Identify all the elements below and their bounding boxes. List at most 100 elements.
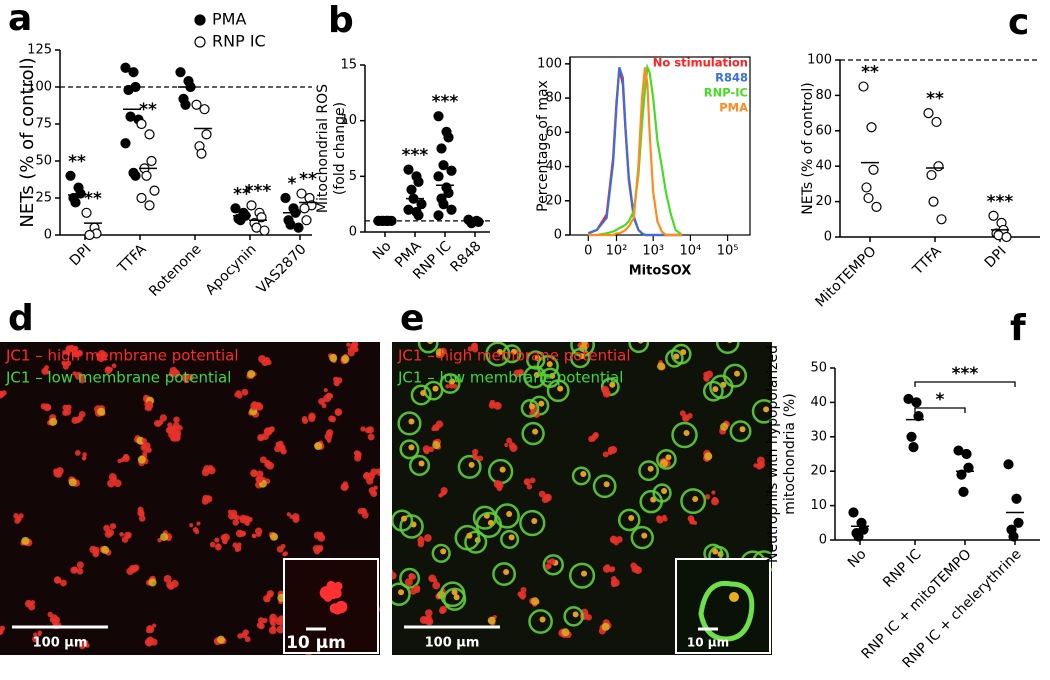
cell-ring [546,379,570,403]
data-point [858,81,869,92]
cell-core [49,417,58,426]
cell-spot [280,543,286,549]
cell-spot [32,635,39,643]
cell-spot [494,402,500,408]
cell-spot [334,381,340,386]
significance: ** [139,100,157,120]
data-point [413,210,424,221]
cell-spot [468,461,475,468]
y-axis-label: Neutrophils with hypopolarized [765,345,781,563]
data-point [433,210,444,221]
cell-spot [119,532,124,537]
data-point [149,185,160,196]
inset-spot [329,603,340,614]
cell-core [720,422,729,431]
cell-ring [536,354,559,378]
cell-core [704,452,713,461]
cell-spot [422,445,431,453]
cell-spot [543,494,551,502]
data-point [436,143,447,154]
cell-core [561,628,570,637]
cell-spot [66,404,72,411]
data-point [446,204,457,215]
cell-ring [729,420,752,443]
histogram-line [587,66,683,237]
y-tick-label: 75 [35,117,52,132]
x-tick-label: RNP IC [880,546,925,591]
cell-spot [423,616,431,624]
cell-spot [234,514,240,521]
cell-spot [662,516,668,522]
cell-spot [241,388,249,396]
data-point [144,129,155,140]
data-point [936,214,947,225]
significance: *** [952,364,979,384]
legend-label: No stimulation [653,56,748,70]
cell-spot [580,470,587,477]
cell-spot [518,591,527,600]
cell-spot [526,484,533,490]
y-tick-label: 50 [35,154,52,169]
data-point [136,118,147,130]
data-point [235,215,246,226]
cell-spot [579,353,586,360]
cell-spot [499,466,506,473]
cell-spot [266,590,274,598]
cell-ring [439,373,461,394]
cell-spot [538,400,545,407]
cell-spot [508,534,515,541]
cell-core [270,532,279,541]
cell-ring [723,363,748,388]
cell-spot [513,369,522,378]
y-tick-label: 40 [545,159,562,174]
cell-spot [420,389,427,396]
cell-spot [256,476,264,483]
x-tick-label: 0 [584,244,592,259]
y-tick-label: 0 [44,228,52,243]
cell-core [247,369,256,378]
cell-spot [539,616,546,623]
cell-spot [398,589,405,596]
cell-ring [568,562,596,589]
cell-spot [427,342,434,345]
cell-spot [510,348,517,355]
cell-spot [142,438,147,444]
cell-core [136,436,145,445]
cell-spot [95,353,101,358]
data-point [406,184,417,195]
x-tick-label: No [845,546,870,571]
cell-spot [258,435,264,441]
cell-spot [350,343,357,351]
cell-spot [504,442,509,448]
cell-spot [317,544,324,552]
y-tick-label: 125 [27,43,52,58]
cell-spot [631,565,639,573]
cell-spot [410,574,415,580]
data-point [199,104,210,115]
cell-spot [392,572,397,580]
cell-ring [630,525,654,550]
data-point [296,188,307,199]
cell-spot [496,349,503,356]
cell-spot [692,520,698,526]
cell-spot [244,636,251,643]
cell-spot [181,373,189,381]
x-tick-label: TTFA [909,243,945,279]
data-point [438,160,449,171]
cell-spot [354,454,362,462]
cell-core [531,597,540,606]
cell-ring [502,344,522,364]
y-tick-label: 0 [819,533,827,548]
cell-spot [62,409,69,416]
cell-spot [275,442,281,447]
cell-spot [549,558,556,565]
data-point [871,201,882,213]
data-point [301,215,312,226]
panel-letter: e [400,298,424,339]
y-axis-label: Percentage of max [535,80,551,212]
cell-spot [173,416,180,423]
cell-ring [702,380,724,402]
cell-ring [431,543,451,563]
data-point [230,203,241,214]
cell-spot [368,486,376,495]
